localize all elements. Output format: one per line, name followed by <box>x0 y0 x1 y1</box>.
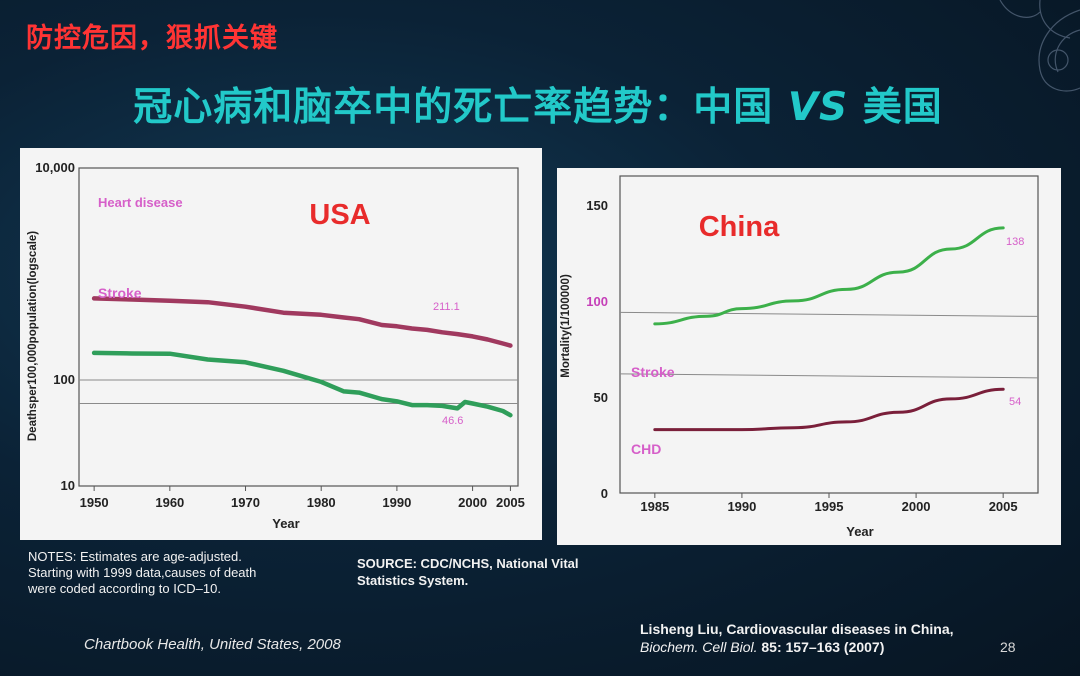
page-number: 28 <box>1000 639 1016 655</box>
usa-x-tick-label: 2005 <box>496 495 525 510</box>
usa-headline: USA <box>309 199 370 231</box>
china-series-label-chd: CHD <box>631 441 661 457</box>
china-x-axis-label: Year <box>846 524 873 539</box>
usa-y-axis-label: Deathsper100,000population(logscale) <box>27 231 39 441</box>
china-x-tick-label: 2005 <box>989 499 1018 514</box>
notes-line: Starting with 1999 data,causes of death <box>28 565 257 580</box>
title-main: 冠心病和脑卒中的死亡率趋势：中国 <box>133 85 788 130</box>
china-x-tick-label: 2000 <box>902 499 931 514</box>
usa-x-axis-label: Year <box>272 516 299 531</box>
china-y-tick-label: 150 <box>586 198 608 213</box>
title-vs: VS <box>787 85 849 130</box>
china-x-tick-label: 1985 <box>640 499 669 514</box>
china-chart-background <box>557 168 1061 545</box>
china-gridline <box>619 373 1039 379</box>
china-y-axis-label: Mortality(1/100000) <box>560 274 572 378</box>
usa-y-tick-label: 100 <box>53 372 75 387</box>
china-end-label-chd: 54 <box>1009 396 1021 408</box>
china-x-tick-label: 1990 <box>727 499 756 514</box>
title-end: 美国 <box>848 85 943 130</box>
china-stroke-line <box>653 226 1005 326</box>
usa-plot-frame <box>78 167 519 487</box>
china-end-label-stroke: 138 <box>1006 236 1024 248</box>
usa-x-tick-label: 1980 <box>307 495 336 510</box>
slide-title: 冠心病和脑卒中的死亡率趋势：中国 VS 美国 <box>18 76 1058 132</box>
china-series-label-stroke: Stroke <box>631 364 675 380</box>
reference-pages: : 157–163 (2007) <box>776 639 885 655</box>
reference-line-2: Biochem. Cell Biol. 85: 157–163 (2007) <box>640 639 884 655</box>
usa-x-tick-label: 1970 <box>231 495 260 510</box>
reference-journal: Biochem. Cell Biol. <box>640 639 758 655</box>
notes: NOTES: Estimates are age-adjusted. Start… <box>28 549 256 597</box>
usa-series-label-heart: Heart disease <box>98 195 183 210</box>
china-y-tick-label: 100 <box>586 294 608 309</box>
usa-end-label-heart: 211.1 <box>433 301 460 313</box>
usa-y-tick-label: 10,000 <box>35 160 75 175</box>
china-y-tick-label: 50 <box>594 390 608 405</box>
usa-heart-disease-line <box>91 296 513 348</box>
usa-x-tick-label: 2000 <box>458 495 487 510</box>
usa-end-label-stroke: 46.6 <box>442 415 463 427</box>
reference-line-1: Lisheng Liu, Cardiovascular diseases in … <box>640 621 954 637</box>
source-line: Statistics System. <box>357 573 469 588</box>
usa-x-tick-label: 1960 <box>155 495 184 510</box>
china-gridline <box>619 311 1039 317</box>
usa-x-tick-label: 1990 <box>382 495 411 510</box>
corner-ornament <box>999 0 1080 92</box>
china-chd-line <box>653 387 1005 432</box>
slide-tag: 防控危因，狠抓关键 <box>26 23 278 54</box>
notes-line: were coded according to ICD–10. <box>28 581 221 596</box>
chartbook-citation: Chartbook Health, United States, 2008 <box>84 636 341 653</box>
usa-chart-background <box>20 148 542 540</box>
reference-volume: 85 <box>757 639 777 655</box>
notes-line: NOTES: Estimates are age-adjusted. <box>28 549 242 564</box>
usa-x-tick-label: 1950 <box>80 495 109 510</box>
source-line: SOURCE: CDC/NCHS, National Vital <box>357 556 579 571</box>
usa-stroke-line <box>91 350 513 418</box>
china-y-tick-label: 0 <box>601 486 608 501</box>
china-x-tick-label: 1995 <box>815 499 844 514</box>
usa-y-tick-label: 10 <box>61 478 75 493</box>
china-headline: China <box>699 211 780 243</box>
usa-series-label-stroke: Stroke <box>98 285 142 301</box>
source: SOURCE: CDC/NCHS, National Vital Statist… <box>357 555 579 589</box>
china-chart: 150 100 50 0 1985 1990 1995 2000 2005 China Stro… <box>557 168 1061 545</box>
